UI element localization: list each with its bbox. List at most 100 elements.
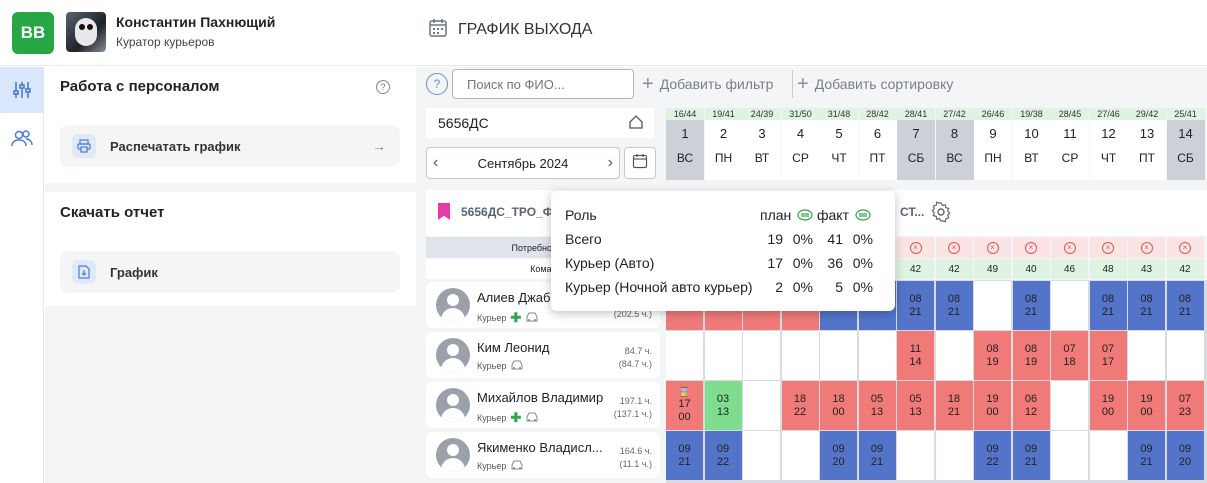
- shift-cell[interactable]: 19 00: [1089, 381, 1127, 430]
- day-weekday: СР: [792, 151, 809, 165]
- shift-cell[interactable]: 03 13: [704, 381, 742, 430]
- shift-end: 20: [832, 455, 845, 468]
- shift-cell[interactable]: ⌛ 17 00: [666, 381, 703, 430]
- shift-cell[interactable]: [935, 431, 973, 480]
- shift-cell[interactable]: 08 21: [1128, 281, 1165, 330]
- search-input[interactable]: [452, 69, 634, 99]
- employee-card[interactable]: Михайлов Владимир Курьер ✚ 197.1 ч. (137.1 ч…: [426, 382, 660, 428]
- day-header[interactable]: 24/39 3 ВТ: [743, 108, 781, 180]
- shift-cell[interactable]: 18 22: [781, 381, 819, 430]
- day-count: 28/45: [1051, 108, 1089, 120]
- chevron-right-icon[interactable]: ›: [607, 154, 613, 171]
- shift-cell[interactable]: [1051, 381, 1088, 430]
- shift-cell[interactable]: 09 20: [1166, 431, 1204, 480]
- shift-cell[interactable]: 08 21: [1166, 281, 1204, 330]
- status-error-cell: ×: [1051, 237, 1088, 258]
- employee-role: Курьер: [477, 460, 524, 472]
- shift-cell[interactable]: 09 21: [858, 431, 896, 480]
- shift-cell[interactable]: [781, 431, 819, 480]
- settings-sliders-icon[interactable]: [0, 67, 44, 113]
- shift-cell[interactable]: [820, 331, 857, 380]
- shift-cell[interactable]: 09 21: [1128, 431, 1165, 480]
- shift-cell[interactable]: 18 21: [935, 381, 973, 430]
- shift-cell[interactable]: 08 21: [1089, 281, 1127, 330]
- app-logo[interactable]: ВВ: [12, 12, 54, 54]
- user-avatar[interactable]: [66, 12, 106, 52]
- day-number: 10: [1024, 126, 1039, 141]
- print-schedule-label: Распечатать график: [110, 138, 241, 154]
- shift-cell[interactable]: [1051, 431, 1088, 480]
- shift-cell[interactable]: 11 14: [897, 331, 934, 380]
- day-header[interactable]: 19/38 10 ВТ: [1012, 108, 1051, 180]
- eye-icon[interactable]: [855, 208, 871, 225]
- shift-start: 08: [1140, 292, 1153, 305]
- shift-cell[interactable]: [666, 331, 703, 380]
- shift-cell[interactable]: 09 20: [820, 431, 857, 480]
- shift-cell[interactable]: [1051, 281, 1088, 330]
- gear-icon[interactable]: [930, 201, 952, 223]
- shift-end: 22: [793, 405, 807, 418]
- shift-cell[interactable]: [781, 331, 819, 380]
- shift-cell[interactable]: [704, 331, 742, 380]
- shift-cell[interactable]: [1166, 331, 1204, 380]
- shift-cell[interactable]: [897, 431, 934, 480]
- employee-card[interactable]: Ким Леонид Курьер 84.7 ч. (84.7 ч.): [426, 332, 660, 378]
- shift-cell[interactable]: 07 17: [1089, 331, 1127, 380]
- day-header[interactable]: 28/45 11 СР: [1051, 108, 1089, 180]
- shift-cell[interactable]: 19 00: [1128, 381, 1165, 430]
- shift-cell[interactable]: 18 00: [820, 381, 857, 430]
- section-report-title: Скачать отчет: [60, 204, 165, 221]
- shift-cell[interactable]: 19 00: [974, 381, 1011, 430]
- eye-icon[interactable]: [797, 208, 813, 225]
- popup-fact-pct: 0%: [852, 255, 873, 271]
- shift-cell[interactable]: [743, 431, 780, 480]
- shift-cell[interactable]: 07 23: [1166, 381, 1204, 430]
- day-header[interactable]: 28/41 7 СБ: [897, 108, 935, 180]
- day-header[interactable]: 25/41 14 СБ: [1166, 108, 1205, 180]
- shift-cell[interactable]: [1128, 331, 1165, 380]
- shift-cell[interactable]: 08 19: [974, 331, 1011, 380]
- shift-cell[interactable]: 08 21: [897, 281, 934, 330]
- shift-cell[interactable]: 09 21: [666, 431, 703, 480]
- team-name[interactable]: 5656ДС_ТРО_Ф: [461, 205, 554, 219]
- shift-cell[interactable]: 06 12: [1012, 381, 1050, 430]
- shift-cell[interactable]: [935, 331, 973, 380]
- shift-cell[interactable]: 08 21: [935, 281, 973, 330]
- shift-cell[interactable]: 08 21: [1012, 281, 1050, 330]
- day-header[interactable]: 28/42 6 ПТ: [858, 108, 897, 180]
- shift-cell[interactable]: 07 18: [1051, 331, 1088, 380]
- shift-cell[interactable]: 05 13: [858, 381, 896, 430]
- month-picker[interactable]: ‹ Сентябрь 2024 ›: [426, 147, 620, 179]
- shift-cell[interactable]: [974, 281, 1011, 330]
- shift-start: 07: [1101, 342, 1115, 355]
- shift-cell[interactable]: 05 13: [897, 381, 934, 430]
- day-header[interactable]: 31/48 5 ЧТ: [820, 108, 858, 180]
- shift-cell[interactable]: [743, 381, 780, 430]
- day-header[interactable]: 31/50 4 СР: [781, 108, 820, 180]
- day-header[interactable]: 29/42 13 ПТ: [1128, 108, 1166, 180]
- employee-card[interactable]: Якименко Владисл... Курьер 164.6 ч. (11.1 ч…: [426, 432, 660, 478]
- shift-cell[interactable]: 08 19: [1012, 331, 1050, 380]
- shift-cell[interactable]: [743, 331, 780, 380]
- object-selector[interactable]: 5656ДС: [426, 108, 654, 138]
- add-filter-button[interactable]: + Добавить фильтр: [642, 72, 774, 95]
- report-schedule-button[interactable]: График: [60, 251, 400, 293]
- day-header[interactable]: 27/46 12 ЧТ: [1089, 108, 1128, 180]
- shift-cell[interactable]: 09 22: [974, 431, 1011, 480]
- calendar-button[interactable]: [624, 147, 656, 179]
- shift-cell[interactable]: 09 22: [704, 431, 742, 480]
- print-schedule-button[interactable]: Распечатать график →: [60, 125, 400, 167]
- add-sort-button[interactable]: + Добавить сортировку: [797, 72, 954, 95]
- shift-cell[interactable]: [1089, 431, 1127, 480]
- chevron-left-icon[interactable]: ‹: [433, 154, 439, 171]
- shift-cell[interactable]: [858, 331, 896, 380]
- day-header[interactable]: 16/44 1 ВС: [666, 108, 704, 180]
- day-header[interactable]: 19/41 2 ПН: [704, 108, 743, 180]
- users-icon[interactable]: [0, 118, 44, 158]
- day-header[interactable]: 26/46 9 ПН: [974, 108, 1012, 180]
- day-header[interactable]: 27/42 8 ВС: [935, 108, 974, 180]
- question-icon[interactable]: ?: [426, 73, 448, 95]
- help-icon[interactable]: ?: [376, 80, 390, 94]
- shift-cell[interactable]: 09 21: [1012, 431, 1050, 480]
- day-count: 25/41: [1166, 108, 1205, 120]
